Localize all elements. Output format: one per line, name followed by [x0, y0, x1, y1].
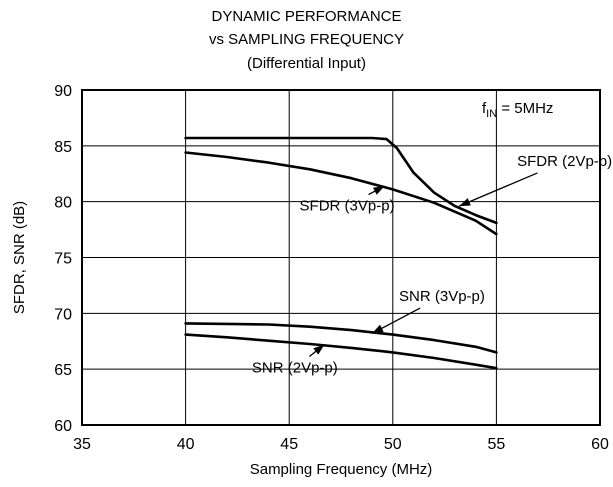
y-tick-label: 90 [54, 83, 72, 100]
y-tick-label: 80 [54, 195, 72, 212]
x-tick-label: 55 [488, 436, 506, 453]
x-tick-label: 50 [384, 436, 402, 453]
y-tick-label: 60 [54, 418, 72, 435]
x-axis-label: Sampling Frequency (MHz) [250, 461, 433, 478]
y-tick-label: 70 [54, 306, 72, 323]
annotation-arrowhead [459, 198, 471, 207]
annotation-arrowhead [372, 186, 385, 195]
condition-main: f [482, 100, 487, 117]
y-tick-label: 85 [54, 139, 72, 156]
x-tick-label: 35 [73, 436, 91, 453]
annotation-arrow-line [458, 172, 538, 207]
annotation-arrowhead [372, 324, 384, 334]
condition-rest: = 5MHz [497, 100, 553, 117]
chart-title-line-1: DYNAMIC PERFORMANCE [211, 8, 402, 25]
annotation-layer: SFDR (2Vp-p) SFDR (3Vp-p) SNR (3Vp-p) SNR (… [252, 153, 612, 377]
plot-frame [81, 89, 601, 426]
condition-label: fIN = 5MHz [482, 100, 553, 120]
series-line [184, 151, 498, 236]
y-tick-label: 65 [54, 362, 72, 379]
x-tick-label: 60 [591, 436, 609, 453]
y-tick-label: 75 [54, 251, 72, 268]
y-axis-label: SFDR, SNR (dB) [11, 201, 28, 314]
annotation-arrowhead [313, 344, 325, 355]
series-annotation-label: SNR (2Vp-p) [252, 360, 338, 377]
series-line [184, 322, 498, 354]
grid-layer [82, 90, 600, 425]
x-tick-label: 45 [280, 436, 298, 453]
series-annotation-label: SFDR (2Vp-p) [517, 153, 612, 170]
series-layer [184, 136, 498, 370]
series-annotation-label: SNR (3Vp-p) [399, 288, 485, 305]
tick-layer: 35 40 45 50 55 60 60 65 70 75 80 85 90 [54, 83, 609, 453]
series-line [184, 136, 498, 225]
x-tick-label: 40 [177, 436, 195, 453]
series-line [184, 333, 498, 370]
series-annotation-label: SFDR (3Vp-p) [300, 198, 395, 215]
chart-title-line-3: (Differential Input) [247, 55, 366, 72]
condition-sub: IN [486, 108, 497, 120]
chart-title-line-2: vs SAMPLING FREQUENCY [208, 31, 405, 48]
